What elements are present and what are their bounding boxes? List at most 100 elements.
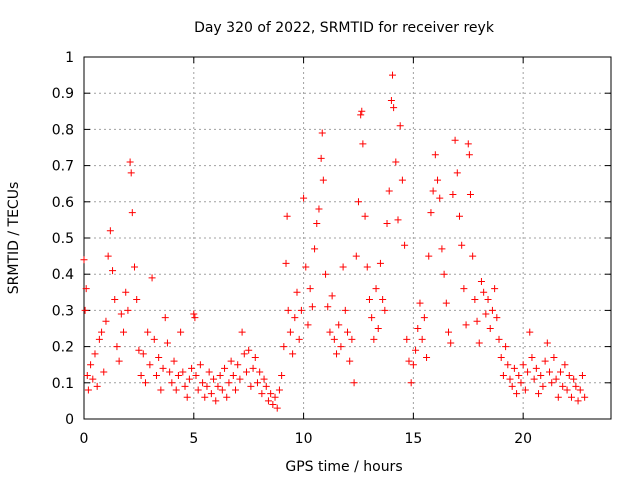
data-point [480, 288, 488, 296]
data-point [291, 314, 299, 322]
data-point [475, 339, 483, 347]
data-point [358, 107, 366, 115]
data-point [319, 176, 327, 184]
data-point [82, 285, 90, 293]
data-point [141, 379, 149, 387]
data-point [128, 209, 136, 217]
data-point [570, 375, 578, 383]
data-point [122, 288, 130, 296]
plot-frame [83, 56, 612, 420]
data-point [412, 346, 420, 354]
data-point [396, 122, 404, 130]
data-point [495, 335, 503, 343]
data-point [133, 296, 141, 304]
data-point [535, 390, 543, 398]
data-point [488, 306, 496, 314]
data-point [337, 343, 345, 351]
data-point [423, 353, 431, 361]
data-point [556, 368, 564, 376]
data-point [297, 306, 305, 314]
data-point [451, 136, 459, 144]
y-tick-label: 0.2 [52, 340, 74, 356]
data-point [127, 169, 135, 177]
data-point [394, 216, 402, 224]
data-point [253, 379, 261, 387]
data-point [513, 390, 521, 398]
x-axis-label: GPS time / hours [285, 459, 402, 475]
data-point [341, 306, 349, 314]
data-point [442, 299, 450, 307]
data-point [567, 393, 575, 401]
points-layer [80, 71, 589, 412]
data-point [464, 140, 472, 148]
data-point [508, 382, 516, 390]
data-point [502, 343, 510, 351]
data-point [258, 390, 266, 398]
data-point [449, 191, 457, 199]
data-point [190, 310, 198, 318]
data-point [403, 335, 411, 343]
data-point [546, 368, 554, 376]
data-point [304, 321, 312, 329]
data-point [357, 111, 365, 119]
data-point [438, 245, 446, 253]
data-point [576, 386, 584, 394]
data-point [295, 335, 303, 343]
data-point [537, 372, 545, 380]
data-point [436, 194, 444, 202]
data-point [229, 372, 237, 380]
data-point [174, 372, 182, 380]
y-tick-label: 0 [65, 412, 74, 428]
data-point [100, 368, 108, 376]
data-point [318, 129, 326, 137]
x-tick-label: 20 [514, 431, 532, 447]
data-point [390, 104, 398, 112]
y-tick-label: 0.6 [52, 195, 74, 211]
data-point [275, 386, 283, 394]
data-point [192, 372, 200, 380]
data-point [510, 364, 518, 372]
y-tick-label: 0.3 [52, 303, 74, 319]
data-point [157, 386, 165, 394]
data-point [359, 140, 367, 148]
data-point [232, 386, 240, 394]
data-point [242, 368, 250, 376]
data-point [159, 364, 167, 372]
data-point [517, 379, 525, 387]
data-point [425, 252, 433, 260]
data-point [374, 325, 382, 332]
data-point [203, 382, 211, 390]
data-point [458, 241, 466, 249]
data-point [166, 368, 174, 376]
data-point [578, 372, 586, 380]
data-point [350, 379, 358, 387]
data-point [91, 350, 99, 358]
data-point [387, 96, 395, 104]
data-point [372, 285, 380, 293]
data-point [227, 357, 235, 365]
data-point [260, 375, 268, 383]
data-point [124, 306, 132, 314]
data-point [87, 361, 95, 369]
data-point [150, 335, 158, 343]
data-point [89, 375, 97, 383]
chart-title: Day 320 of 2022, SRMTID for receiver rey… [194, 20, 495, 36]
data-point [409, 361, 417, 369]
data-point [185, 375, 193, 383]
data-point [117, 310, 125, 318]
y-tick-label: 0.1 [52, 376, 74, 392]
data-point [565, 372, 573, 380]
data-point [144, 328, 152, 336]
data-point [440, 270, 448, 278]
data-point [552, 375, 560, 383]
data-point [407, 379, 415, 387]
data-point [381, 306, 389, 314]
data-point [376, 259, 384, 267]
data-point [104, 252, 112, 260]
data-point [330, 335, 338, 343]
data-point [354, 198, 362, 206]
data-point [326, 328, 334, 336]
data-point [212, 397, 220, 405]
data-point [293, 288, 301, 296]
